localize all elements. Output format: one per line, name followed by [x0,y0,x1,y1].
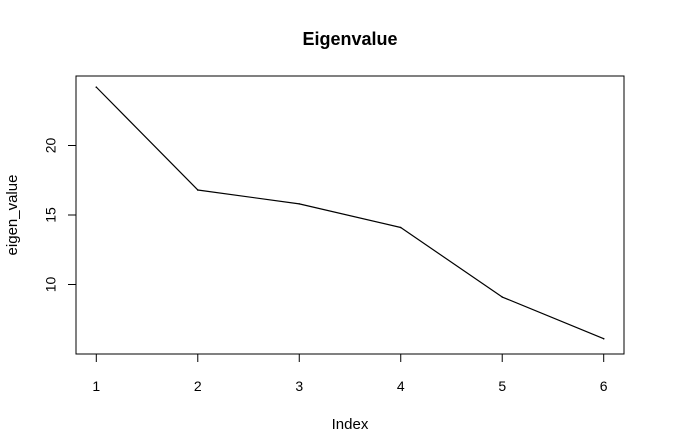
x-tick-label: 1 [92,378,100,394]
x-tick-label: 2 [194,378,202,394]
y-tick-label: 15 [43,207,59,223]
x-tick-label: 6 [600,378,608,394]
x-axis: 1 2 3 4 5 6 [92,353,608,394]
data-point [298,203,301,205]
data-point [602,337,605,340]
series-line [95,86,604,340]
data-point [196,189,199,191]
series-layer [95,86,605,340]
plot-area-frame [75,75,625,355]
x-tick-label: 3 [295,378,303,394]
y-axis-label: eigen_value [4,175,21,256]
x-tick-label: 5 [498,378,506,394]
data-point [501,296,504,298]
y-axis: 10 15 20 [43,138,77,293]
x-tick-label: 4 [397,378,405,394]
y-tick-label: 20 [43,138,59,154]
data-point [95,86,98,88]
chart-title: Eigenvalue [302,29,397,49]
x-axis-label: Index [332,416,369,432]
y-tick-label: 10 [43,277,59,293]
data-point [399,226,402,229]
